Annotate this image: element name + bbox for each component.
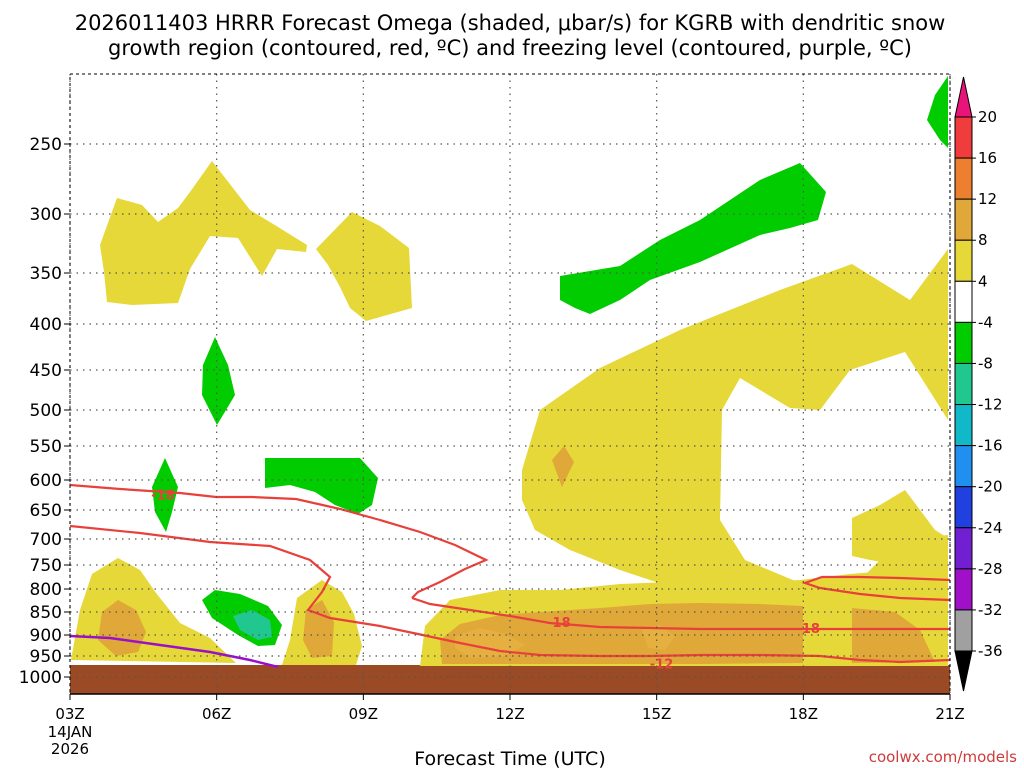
y-tick-label: 550 (30, 437, 62, 457)
colorbar-segment (954, 362, 973, 406)
chart-title-line-1: 2026011403 HRRR Forecast Omega (shaded, … (75, 11, 946, 35)
colorbar-label: -28 (978, 560, 1003, 578)
x-tick-label: 03Z (55, 705, 84, 723)
x-axis-title: Forecast Time (UTC) (414, 748, 605, 768)
omega-negative-region (560, 163, 826, 314)
omega-positive-strong-region (455, 628, 525, 658)
colorbar-label: -20 (978, 478, 1003, 496)
y-tick-label: 900 (30, 626, 62, 646)
dendritic-contour-line (801, 575, 950, 602)
colorbar-label: -16 (978, 437, 1003, 455)
y-tick-label: 650 (30, 501, 62, 521)
omega-negative-strong-region (233, 610, 272, 640)
y-tick-label: 500 (30, 401, 62, 421)
y-tick-label: 350 (30, 264, 62, 284)
colorbar-label: 16 (978, 149, 997, 167)
colorbar-segment (954, 116, 973, 159)
contour-label: -18 (547, 616, 571, 631)
y-tick-label: 400 (30, 315, 62, 335)
plot-area (70, 76, 950, 694)
colorbar-segment (954, 321, 973, 364)
y-tick-label: 800 (30, 580, 62, 600)
colorbar-segment (954, 157, 973, 200)
omega-positive-region (316, 212, 412, 321)
y-tick-label: 750 (30, 556, 62, 576)
freezing-level-line (70, 634, 279, 669)
y-tick-label: 700 (30, 530, 62, 550)
omega-positive-region (100, 161, 307, 305)
colorbar: 20 16 12 8 4 -4 -8 -12 -16 -20 -24 -28 -32 -36 (954, 76, 1003, 692)
colorbar-label: 4 (978, 272, 988, 290)
colorbar-segment (954, 445, 973, 488)
omega-negative-region (265, 458, 378, 514)
omega-negative-region (152, 458, 178, 532)
x-tick-label: 21Z (935, 705, 964, 723)
colorbar-segment (954, 239, 973, 282)
omega-positive-strong-region (852, 608, 935, 663)
x-tick-label: 09Z (349, 705, 378, 723)
credit-text: coolwx.com/models (869, 748, 1017, 766)
colorbar-segment (954, 527, 973, 570)
omega-positive-strong-region (642, 625, 675, 650)
colorbar-label: 8 (978, 231, 988, 249)
contour-label: -12 (650, 658, 674, 673)
x-tick-label: 12Z (495, 705, 524, 723)
y-tick-label: 450 (30, 361, 62, 381)
y-tick-label: 1000 (19, 668, 62, 688)
colorbar-label: -8 (978, 354, 993, 372)
omega-negative-region (927, 76, 948, 148)
dendritic-contour-line (70, 524, 950, 664)
contour-label: -18 (151, 488, 175, 503)
dendritic-contour-line (411, 596, 950, 631)
colorbar-label: -4 (978, 313, 993, 331)
omega-positive-region (852, 490, 948, 565)
colorbar-label: -36 (978, 642, 1003, 660)
colorbar-segment (954, 198, 973, 241)
chart-title-line-2: growth region (contoured, red, ºC) and f… (108, 36, 912, 60)
dendritic-contour-line (70, 483, 489, 599)
colorbar-bottom-arrow (954, 650, 973, 692)
contour-labels: -18 -18 -18 -12 (151, 488, 820, 673)
x-axis: 03Z 06Z 09Z 12Z 15Z 18Z 21Z (55, 694, 965, 723)
y-tick-label: 250 (30, 135, 62, 155)
omega-positive-region (522, 249, 948, 590)
y-axis: 250 300 350 400 450 500 550 600 650 700 750 800 850 9… (19, 135, 70, 688)
colorbar-segment (954, 568, 973, 611)
colorbar-label: 12 (978, 190, 997, 208)
date-label-year: 2026 (51, 740, 89, 758)
y-tick-label: 950 (30, 647, 62, 667)
omega-positive-strong-region (440, 603, 803, 664)
date-label-day: 14JAN (48, 723, 93, 741)
colorbar-label: -32 (978, 601, 1003, 619)
omega-positive-strong-region (552, 446, 574, 487)
y-tick-label: 300 (30, 205, 62, 225)
x-tick-label: 18Z (789, 705, 818, 723)
colorbar-top-arrow (954, 76, 973, 118)
y-tick-label: 850 (30, 603, 62, 623)
colorbar-segment (954, 486, 973, 529)
colorbar-segment (954, 609, 973, 652)
colorbar-label: 20 (978, 108, 997, 126)
contour-label: -18 (796, 622, 820, 637)
colorbar-segment (954, 280, 973, 323)
omega-positive-strong-region (303, 600, 334, 658)
x-tick-label: 06Z (202, 705, 231, 723)
colorbar-label: -24 (978, 519, 1003, 537)
x-tick-label: 15Z (642, 705, 671, 723)
omega-negative-region (202, 337, 235, 425)
colorbar-label: -12 (978, 396, 1003, 414)
colorbar-segment (954, 404, 973, 447)
y-tick-label: 600 (30, 471, 62, 491)
